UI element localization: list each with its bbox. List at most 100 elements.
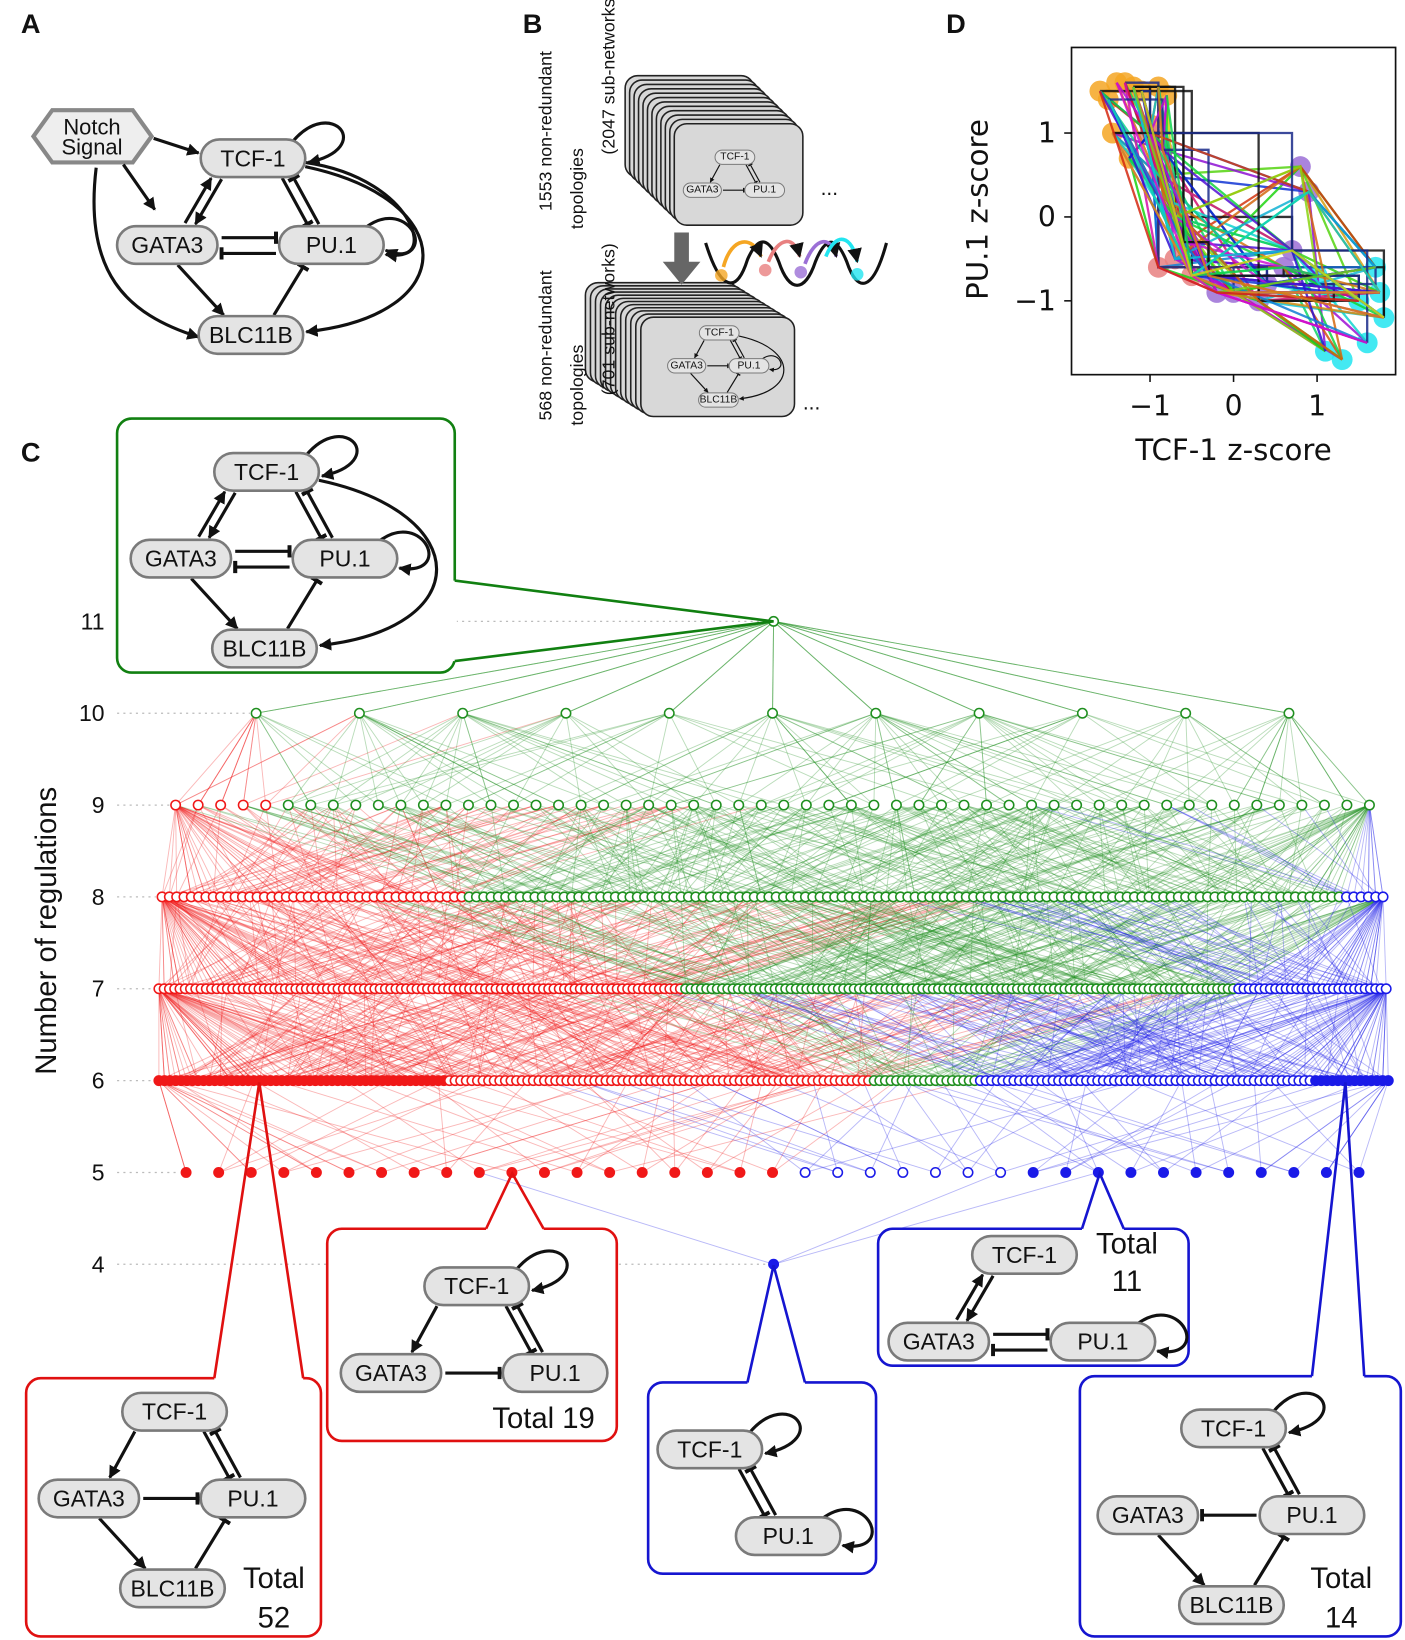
lineage-edge xyxy=(169,805,175,897)
gene-label: TCF-1 xyxy=(234,459,299,485)
regulation-edge xyxy=(178,265,224,315)
topology-dot xyxy=(1191,1168,1200,1177)
lineage-edge xyxy=(774,621,876,713)
state-ball xyxy=(759,264,772,277)
lineage-edge xyxy=(533,1081,772,1173)
gene-label: PU.1 xyxy=(227,1485,278,1511)
topology-dot xyxy=(377,1168,386,1177)
topology-dot xyxy=(1289,1168,1298,1177)
lineage-edge xyxy=(784,713,876,805)
topology-dot xyxy=(306,800,315,809)
topology-dot xyxy=(1320,800,1329,809)
gene-label: TCF-1 xyxy=(444,1273,509,1299)
topology-dot xyxy=(757,800,766,809)
inset-total: 11 xyxy=(1112,1266,1142,1298)
gene-label: GATA3 xyxy=(1112,1502,1184,1528)
topology-dot xyxy=(644,800,653,809)
inset-total: Total 19 xyxy=(492,1403,595,1435)
lineage-edge xyxy=(774,621,980,713)
regulation-edge xyxy=(154,138,199,153)
lineage-edge xyxy=(566,713,694,805)
y-tick-label: 11 xyxy=(81,608,105,634)
lineage-edge xyxy=(876,713,1077,805)
gene-label: BLC11B xyxy=(223,636,307,662)
inset-total: 14 xyxy=(1325,1603,1358,1635)
topology-dot xyxy=(1078,709,1087,718)
gene-label: GATA3 xyxy=(131,232,203,258)
topology-dot xyxy=(621,800,630,809)
topology-dot xyxy=(931,1168,940,1177)
lineage-edge xyxy=(669,621,773,713)
lineage-edge xyxy=(1289,713,1302,805)
gene-label: GATA3 xyxy=(686,185,719,196)
lineage-edge xyxy=(159,897,162,989)
gene-label: PU.1 xyxy=(530,1360,581,1386)
topology-dot xyxy=(351,800,360,809)
lineage-edge xyxy=(1186,713,1190,805)
process-arrow-shaft xyxy=(674,232,689,263)
regulation-edge xyxy=(185,178,211,223)
y-tick-label: 0 xyxy=(1038,200,1056,233)
lineage-edge xyxy=(366,1081,610,1173)
regulation-edge xyxy=(274,267,303,315)
lineage-edge xyxy=(1383,897,1386,989)
topology-dot xyxy=(847,800,856,809)
lineage-edge xyxy=(673,1081,675,1173)
topology-dot xyxy=(1257,1168,1266,1177)
lineage-edge xyxy=(1369,805,1383,897)
topology-dot xyxy=(458,709,467,718)
topology-dot xyxy=(871,709,880,718)
lineage-edge xyxy=(410,1081,609,1173)
topology-dot xyxy=(712,800,721,809)
topology-dot xyxy=(1284,709,1293,718)
regulation-edge xyxy=(294,178,319,224)
lineage-edge xyxy=(1082,713,1369,805)
inset-pointer xyxy=(486,1173,543,1228)
topology-dot xyxy=(666,800,675,809)
topology-dot xyxy=(1140,800,1149,809)
topology-dot xyxy=(1354,1168,1363,1177)
topology-dot xyxy=(509,800,518,809)
more-indicator: ... xyxy=(821,177,838,200)
gene-label: BLC11B xyxy=(131,1575,215,1601)
topology-dot xyxy=(1275,800,1284,809)
topology-dot xyxy=(409,1168,418,1177)
lineage-edge xyxy=(170,1081,381,1173)
y-tick-label: 6 xyxy=(92,1068,105,1094)
topology-dot xyxy=(599,800,608,809)
topology-dot xyxy=(238,800,247,809)
lineage-edge xyxy=(176,713,360,805)
lineage-edge xyxy=(466,1081,740,1173)
topology-dot xyxy=(1252,800,1261,809)
lineage-edge xyxy=(463,713,784,805)
caption-line: topologies xyxy=(567,148,587,229)
topology-dot xyxy=(1342,800,1351,809)
topology-dot xyxy=(344,1168,353,1177)
lineage-edge xyxy=(463,621,774,713)
x-tick-label: 1 xyxy=(1308,390,1326,423)
panel-label: A xyxy=(21,8,41,39)
inset-pointer xyxy=(214,1082,303,1378)
transition-arrow xyxy=(723,242,761,267)
y-tick-label: −1 xyxy=(1014,284,1056,317)
lineage-edge xyxy=(256,713,356,805)
topology-dot xyxy=(475,1168,484,1177)
lineage-edge xyxy=(1066,1081,1221,1173)
lineage-edge xyxy=(356,713,566,805)
lineage-edge xyxy=(979,713,1279,805)
lineage-edge xyxy=(863,1081,903,1173)
topology-dot xyxy=(1381,984,1390,993)
topology-dot xyxy=(216,800,225,809)
lineage-edge xyxy=(198,713,256,805)
gene-label: GATA3 xyxy=(903,1329,975,1355)
topology-dot xyxy=(284,800,293,809)
topology-dot xyxy=(572,1168,581,1177)
topology-dot xyxy=(833,1168,842,1177)
lineage-edge xyxy=(378,713,566,805)
inset-total: Total xyxy=(243,1563,305,1595)
lineage-edge xyxy=(1386,989,1388,1081)
topology-dot xyxy=(355,709,364,718)
gene-label: PU.1 xyxy=(1077,1329,1128,1355)
gene-label: GATA3 xyxy=(355,1360,427,1386)
gene-label: TCF-1 xyxy=(720,152,749,163)
